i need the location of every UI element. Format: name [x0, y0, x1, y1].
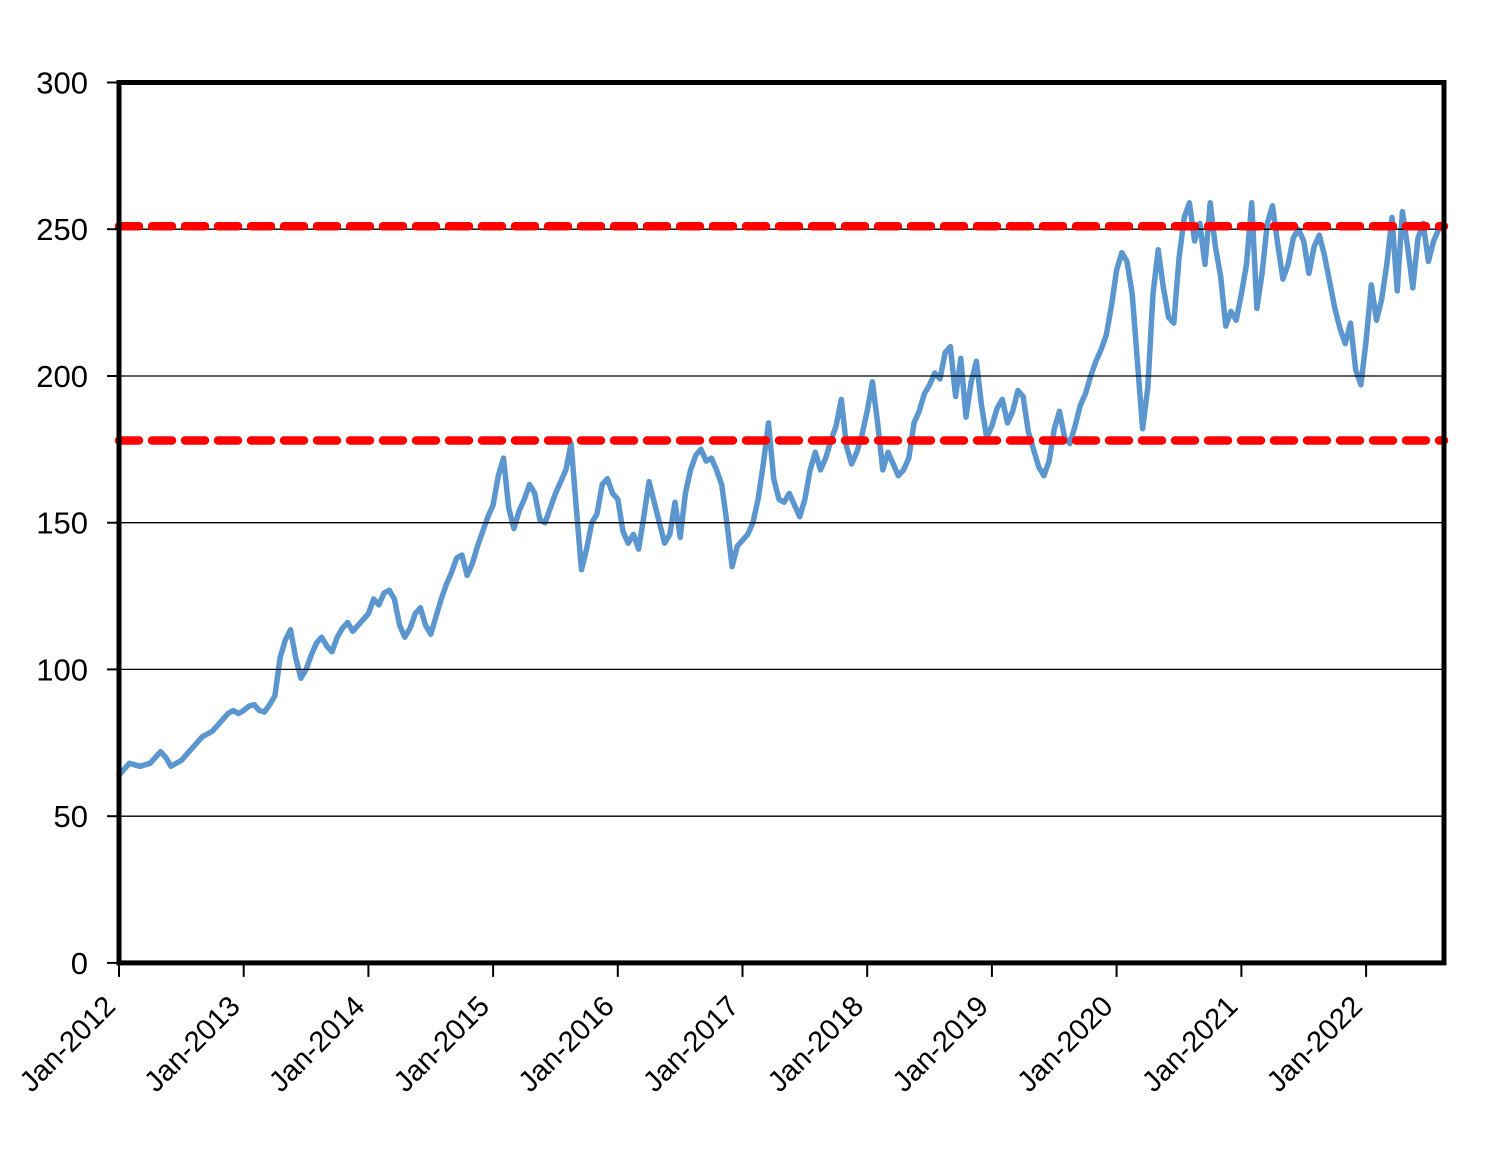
y-tick-label-100: 100	[36, 652, 88, 687]
y-tick-label-200: 200	[36, 359, 88, 394]
reference-line-layer	[114, 222, 1449, 445]
x-tick-label-Jan-2019: Jan-2019	[887, 990, 995, 1098]
series-layer	[116, 200, 1447, 778]
axis-tick-layer	[107, 81, 1368, 977]
x-tick-label-Jan-2018: Jan-2018	[762, 990, 870, 1098]
y-tick-label-250: 250	[36, 212, 88, 247]
y-tick-label-300: 300	[36, 66, 88, 101]
y-tick-label-150: 150	[36, 506, 88, 541]
x-tick-label-Jan-2012: Jan-2012	[14, 990, 122, 1098]
series-line-index-level	[116, 200, 1447, 778]
x-tick-label-Jan-2021: Jan-2021	[1136, 990, 1244, 1098]
y-tick-label-50: 50	[54, 799, 88, 834]
x-tick-label-Jan-2017: Jan-2017	[637, 990, 745, 1098]
x-tick-label-Jan-2022: Jan-2022	[1261, 990, 1369, 1098]
x-tick-label-Jan-2014: Jan-2014	[263, 990, 371, 1098]
x-tick-label-Jan-2020: Jan-2020	[1011, 990, 1119, 1098]
gridline-layer	[119, 228, 1444, 817]
x-tick-label-Jan-2013: Jan-2013	[139, 990, 247, 1098]
x-tick-label-Jan-2015: Jan-2015	[388, 990, 496, 1098]
y-tick-label-0: 0	[71, 946, 88, 981]
x-tick-label-Jan-2016: Jan-2016	[513, 990, 621, 1098]
